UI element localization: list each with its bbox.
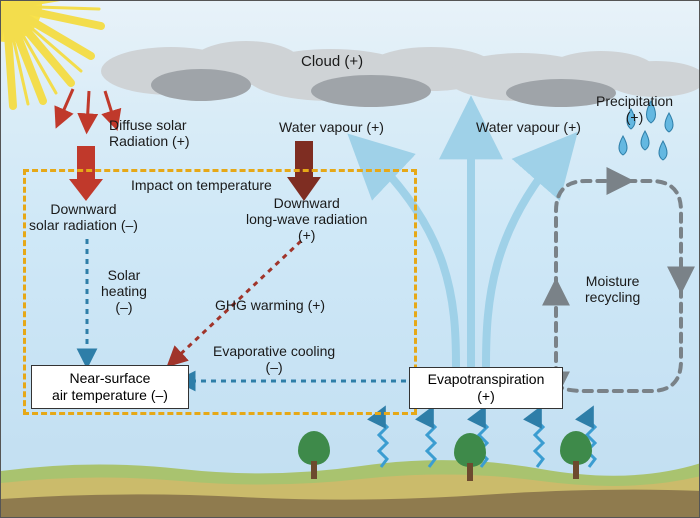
diagram-canvas: Near-surface air temperature (–) Evapotr… (0, 0, 700, 518)
downward-longwave-label: Downward long-wave radiation (+) (246, 195, 367, 243)
evap-cooling-label: Evaporative cooling (–) (213, 343, 335, 375)
water-vapour-left-label: Water vapour (+) (279, 119, 384, 135)
tree-icon (559, 431, 593, 479)
near-surface-air-temperature-box: Near-surface air temperature (–) (31, 365, 189, 409)
tree-icon (297, 431, 331, 479)
sun-icon (1, 1, 101, 106)
diffuse-solar-label: Diffuse solar Radiation (+) (109, 117, 190, 149)
solar-heating-label: Solar heating (–) (101, 267, 147, 315)
ghg-warming-label: GHG warming (+) (215, 297, 325, 313)
impact-title-label: Impact on temperature (131, 177, 272, 193)
et-label: Evapotranspiration (+) (428, 371, 545, 405)
precipitation-label: Precipitation (+) (596, 93, 673, 125)
cloud-label: Cloud (+) (301, 53, 363, 70)
moisture-recycling-label: Moisture recycling (585, 273, 640, 305)
downward-solar-label: Downward solar radiation (–) (29, 201, 138, 233)
nsat-label: Near-surface air temperature (–) (52, 370, 168, 404)
tree-icon (453, 433, 487, 481)
water-vapour-right-label: Water vapour (+) (476, 119, 581, 135)
evapotranspiration-box: Evapotranspiration (+) (409, 367, 563, 409)
